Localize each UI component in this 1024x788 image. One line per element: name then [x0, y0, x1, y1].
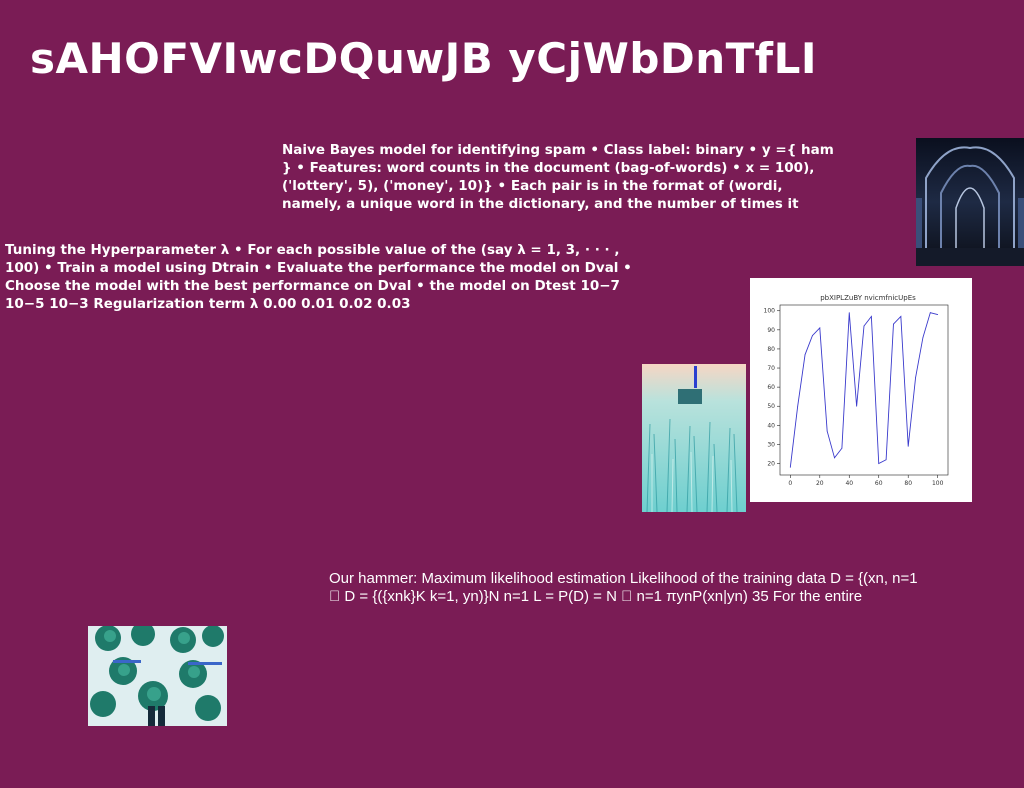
y-tick-label: 30 — [767, 441, 775, 448]
y-tick-label: 20 — [767, 461, 775, 468]
y-tick-label: 80 — [767, 346, 775, 353]
page-title: sAHOFVIwcDQuwJB yCjWbDnTfLI — [30, 34, 817, 83]
cathedral-image — [916, 138, 1024, 266]
palms-image — [88, 626, 227, 726]
y-tick-label: 90 — [767, 327, 775, 334]
field-image — [642, 364, 746, 512]
mle-text: Our hammer: Maximum likelihood estimatio… — [329, 570, 918, 605]
y-tick-label: 50 — [767, 403, 775, 410]
chart-title: pbXIPLZuBY nvicmfnicUpEs — [820, 294, 916, 302]
spam-model-text: Naive Bayes model for identifying spam •… — [282, 142, 834, 212]
plot-area — [779, 304, 949, 476]
data-series-line — [789, 312, 938, 468]
x-tick-label: 0 — [788, 480, 792, 487]
x-tick-label: 100 — [932, 480, 944, 487]
x-tick-label: 20 — [816, 480, 824, 487]
x-tick-label: 80 — [904, 480, 912, 487]
line-chart-svg: pbXIPLZuBY nvicmfnicUpEs 0 20 40 60 80 100 20 3… — [764, 294, 949, 487]
y-tick-label: 60 — [767, 384, 775, 391]
x-tick-label: 60 — [875, 480, 883, 487]
tuning-text: Tuning the Hyperparameter λ • For each p… — [5, 242, 632, 312]
y-tick-label: 40 — [767, 422, 775, 429]
line-chart: pbXIPLZuBY nvicmfnicUpEs 0 20 40 60 80 100 20 3… — [750, 278, 972, 502]
y-tick-label: 70 — [767, 365, 775, 372]
y-tick-label: 100 — [764, 308, 776, 315]
x-tick-label: 40 — [845, 480, 853, 487]
